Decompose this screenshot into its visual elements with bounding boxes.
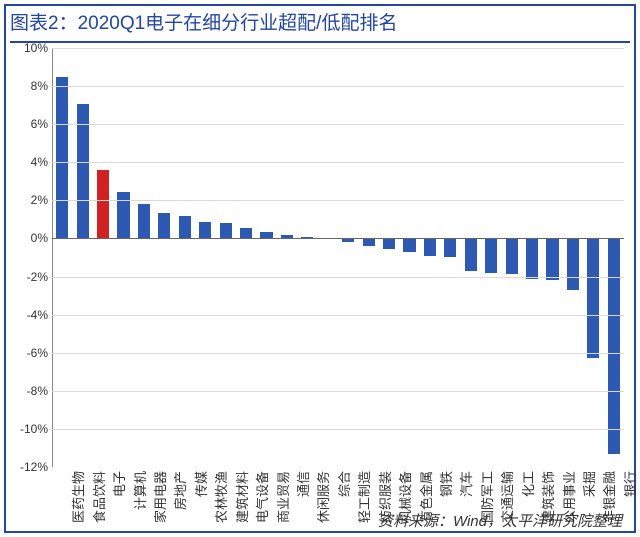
- x-category-label: 电气设备: [252, 471, 271, 523]
- x-category-label: 传媒: [191, 471, 210, 497]
- bar: [485, 238, 497, 272]
- gridline: [52, 315, 624, 316]
- gridline: [52, 200, 624, 201]
- x-category-label: 钢铁: [436, 471, 455, 497]
- bar: [240, 228, 252, 238]
- zero-line: [52, 238, 624, 239]
- gridline: [52, 391, 624, 392]
- x-category-label: 电子: [109, 471, 128, 497]
- bar: [97, 170, 109, 239]
- gridline: [52, 48, 624, 49]
- bar: [138, 204, 150, 238]
- gridline: [52, 353, 624, 354]
- gridline: [52, 429, 624, 430]
- ytick-label: -10%: [20, 422, 48, 436]
- x-category-label: 汽车: [456, 471, 475, 497]
- ytick-label: -4%: [27, 308, 48, 322]
- bar: [179, 216, 191, 239]
- x-category-label: 商业贸易: [273, 471, 292, 523]
- ytick-label: -6%: [27, 346, 48, 360]
- x-category-label: 轻工制造: [354, 471, 373, 523]
- x-category-label: 银行: [620, 471, 639, 497]
- x-category-label: 休闲服务: [313, 471, 332, 523]
- x-category-label: 食品饮料: [89, 471, 108, 523]
- bar: [567, 238, 579, 289]
- gridline: [52, 162, 624, 163]
- bar: [56, 77, 68, 239]
- source-line: 资料来源：Wind，太平洋研究院整理: [378, 510, 622, 531]
- gridline: [52, 86, 624, 87]
- x-category-label: 通信: [293, 471, 312, 497]
- x-category-label: 医药生物: [68, 471, 87, 523]
- x-category-label: 化工: [518, 471, 537, 497]
- ytick-label: 0%: [31, 231, 48, 245]
- ytick-label: -8%: [27, 384, 48, 398]
- ytick-label: -2%: [27, 270, 48, 284]
- x-category-label: 采掘: [579, 471, 598, 497]
- bar: [587, 238, 599, 358]
- x-category-label: 房地产: [170, 471, 189, 510]
- bar: [424, 238, 436, 255]
- bar: [260, 232, 272, 239]
- bar: [465, 238, 477, 270]
- x-category-label: 综合: [334, 471, 353, 497]
- bar-layer: [52, 48, 624, 467]
- bar: [546, 238, 558, 280]
- bar: [199, 222, 211, 238]
- bar: [506, 238, 518, 273]
- bar: [444, 238, 456, 257]
- ytick-label: 6%: [31, 117, 48, 131]
- bar: [403, 238, 415, 251]
- bar: [383, 238, 395, 248]
- bar: [363, 238, 375, 246]
- bar: [608, 238, 620, 453]
- x-category-label: 建筑材料: [232, 471, 251, 523]
- ytick-label: 10%: [24, 41, 48, 55]
- gridline: [52, 277, 624, 278]
- x-category-label: 计算机: [130, 471, 149, 510]
- x-category-label: 家用电器: [150, 471, 169, 523]
- ytick-label: 2%: [31, 193, 48, 207]
- chart-area: -12%-10%-8%-6%-4%-2%0%2%4%6%8%10%医药生物食品饮…: [52, 48, 624, 467]
- ytick-label: 8%: [31, 79, 48, 93]
- x-category-label: 农林牧渔: [211, 471, 230, 523]
- bar: [220, 223, 232, 238]
- bar: [117, 192, 129, 239]
- gridline: [52, 124, 624, 125]
- ytick-label: -12%: [20, 460, 48, 474]
- ytick-label: 4%: [31, 155, 48, 169]
- plot-region: -12%-10%-8%-6%-4%-2%0%2%4%6%8%10%医药生物食品饮…: [52, 48, 624, 467]
- title-bar: 图表2：2020Q1电子在细分行业超配/低配排名: [10, 8, 630, 43]
- chart-title: 图表2：2020Q1电子在细分行业超配/低配排名: [10, 8, 630, 35]
- bar: [158, 213, 170, 239]
- bar: [526, 238, 538, 279]
